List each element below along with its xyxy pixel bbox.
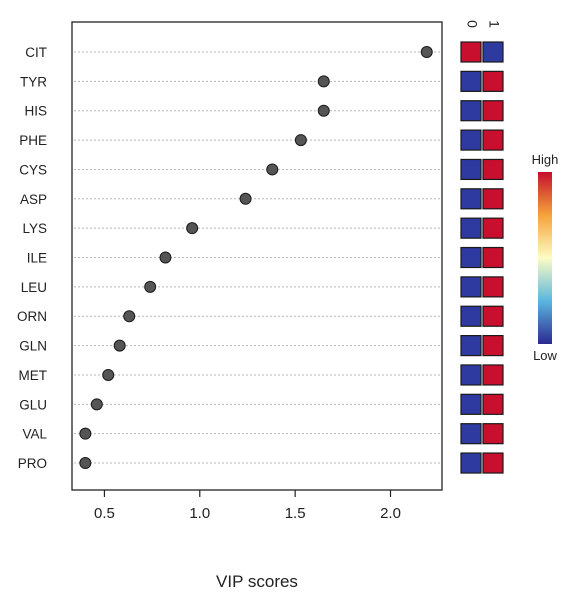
heatmap-cell: [482, 100, 504, 122]
heatmap-cell: [460, 305, 482, 327]
feature-label: ORN: [17, 309, 47, 324]
feature-label: MET: [19, 368, 48, 383]
feature-label: PHE: [19, 133, 47, 148]
data-point: [239, 192, 252, 205]
data-point: [317, 75, 330, 88]
data-point: [420, 46, 433, 58]
heatmap-cell: [482, 158, 504, 181]
data-point: [79, 457, 92, 470]
heatmap-cell: [482, 246, 504, 269]
heatmap-cell: [482, 305, 504, 327]
feature-labels: CIT TYR HIS PHE CYS ASP LYS ILE LEU ORN GLN MET GLU V…: [17, 45, 47, 471]
heatmap-cell: [482, 41, 504, 63]
heatmap-cell: [460, 100, 482, 122]
feature-label: PRO: [18, 456, 47, 471]
feature-label: LYS: [22, 221, 47, 236]
data-point: [102, 368, 115, 381]
group-label: 0: [464, 20, 480, 28]
heatmap-cell: [482, 129, 504, 151]
feature-label: TYR: [20, 74, 47, 89]
data-point: [317, 104, 330, 117]
x-tick-label: 0.5: [94, 505, 115, 522]
heatmap-cell: [460, 364, 482, 386]
data-point: [186, 222, 199, 235]
heatmap-cell: [482, 188, 504, 210]
heatmap-cell: [460, 217, 482, 239]
data-point: [90, 398, 103, 411]
heatmap: [460, 41, 504, 474]
data-point: [79, 427, 92, 440]
data-point: [266, 163, 279, 176]
data-point: [294, 134, 307, 147]
feature-label: GLU: [19, 397, 47, 412]
data-point: [113, 339, 126, 352]
heatmap-cell: [482, 70, 504, 92]
data-point: [144, 280, 157, 293]
color-legend: High Low: [532, 152, 559, 363]
heatmap-cell: [460, 276, 482, 298]
group-label: 1: [486, 20, 502, 28]
x-axis: 0.5 1.0 1.5 2.0: [94, 490, 401, 522]
heatmap-cell: [460, 188, 482, 210]
heatmap-cell: [482, 335, 504, 357]
heatmap-cell: [460, 393, 482, 415]
heatmap-cell: [482, 217, 504, 239]
data-point: [159, 251, 172, 264]
heatmap-cell: [460, 246, 482, 269]
feature-label: CYS: [19, 162, 47, 177]
heatmap-cell: [460, 423, 482, 445]
x-axis-title: VIP scores: [216, 572, 298, 591]
legend-low-label: Low: [533, 348, 557, 363]
heatmap-cell: [482, 393, 504, 415]
data-point: [123, 310, 136, 323]
heatmap-cell: [460, 41, 482, 63]
legend-color-bar: [538, 172, 552, 344]
feature-label: VAL: [22, 427, 47, 442]
data-points: [79, 46, 433, 470]
feature-label: CIT: [25, 45, 47, 60]
heatmap-cell: [460, 158, 482, 181]
plot-frame: [71, 21, 443, 491]
feature-label: LEU: [21, 280, 47, 295]
x-tick-label: 1.0: [189, 505, 210, 522]
feature-label: HIS: [24, 104, 47, 119]
heatmap-cell: [460, 335, 482, 357]
x-tick-label: 1.5: [285, 505, 306, 522]
heatmap-cell: [482, 364, 504, 386]
feature-label: GLN: [19, 339, 47, 354]
heatmap-cell: [460, 452, 482, 474]
heatmap-cell: [460, 70, 482, 92]
feature-label: ASP: [20, 192, 47, 207]
x-tick-label: 2.0: [380, 505, 401, 522]
heatmap-cell: [482, 423, 504, 445]
heatmap-cell: [482, 276, 504, 298]
feature-label: ILE: [27, 251, 47, 266]
guide-lines: [74, 51, 440, 464]
legend-high-label: High: [532, 152, 559, 167]
heatmap-cell: [482, 452, 504, 474]
heatmap-cell: [460, 129, 482, 151]
